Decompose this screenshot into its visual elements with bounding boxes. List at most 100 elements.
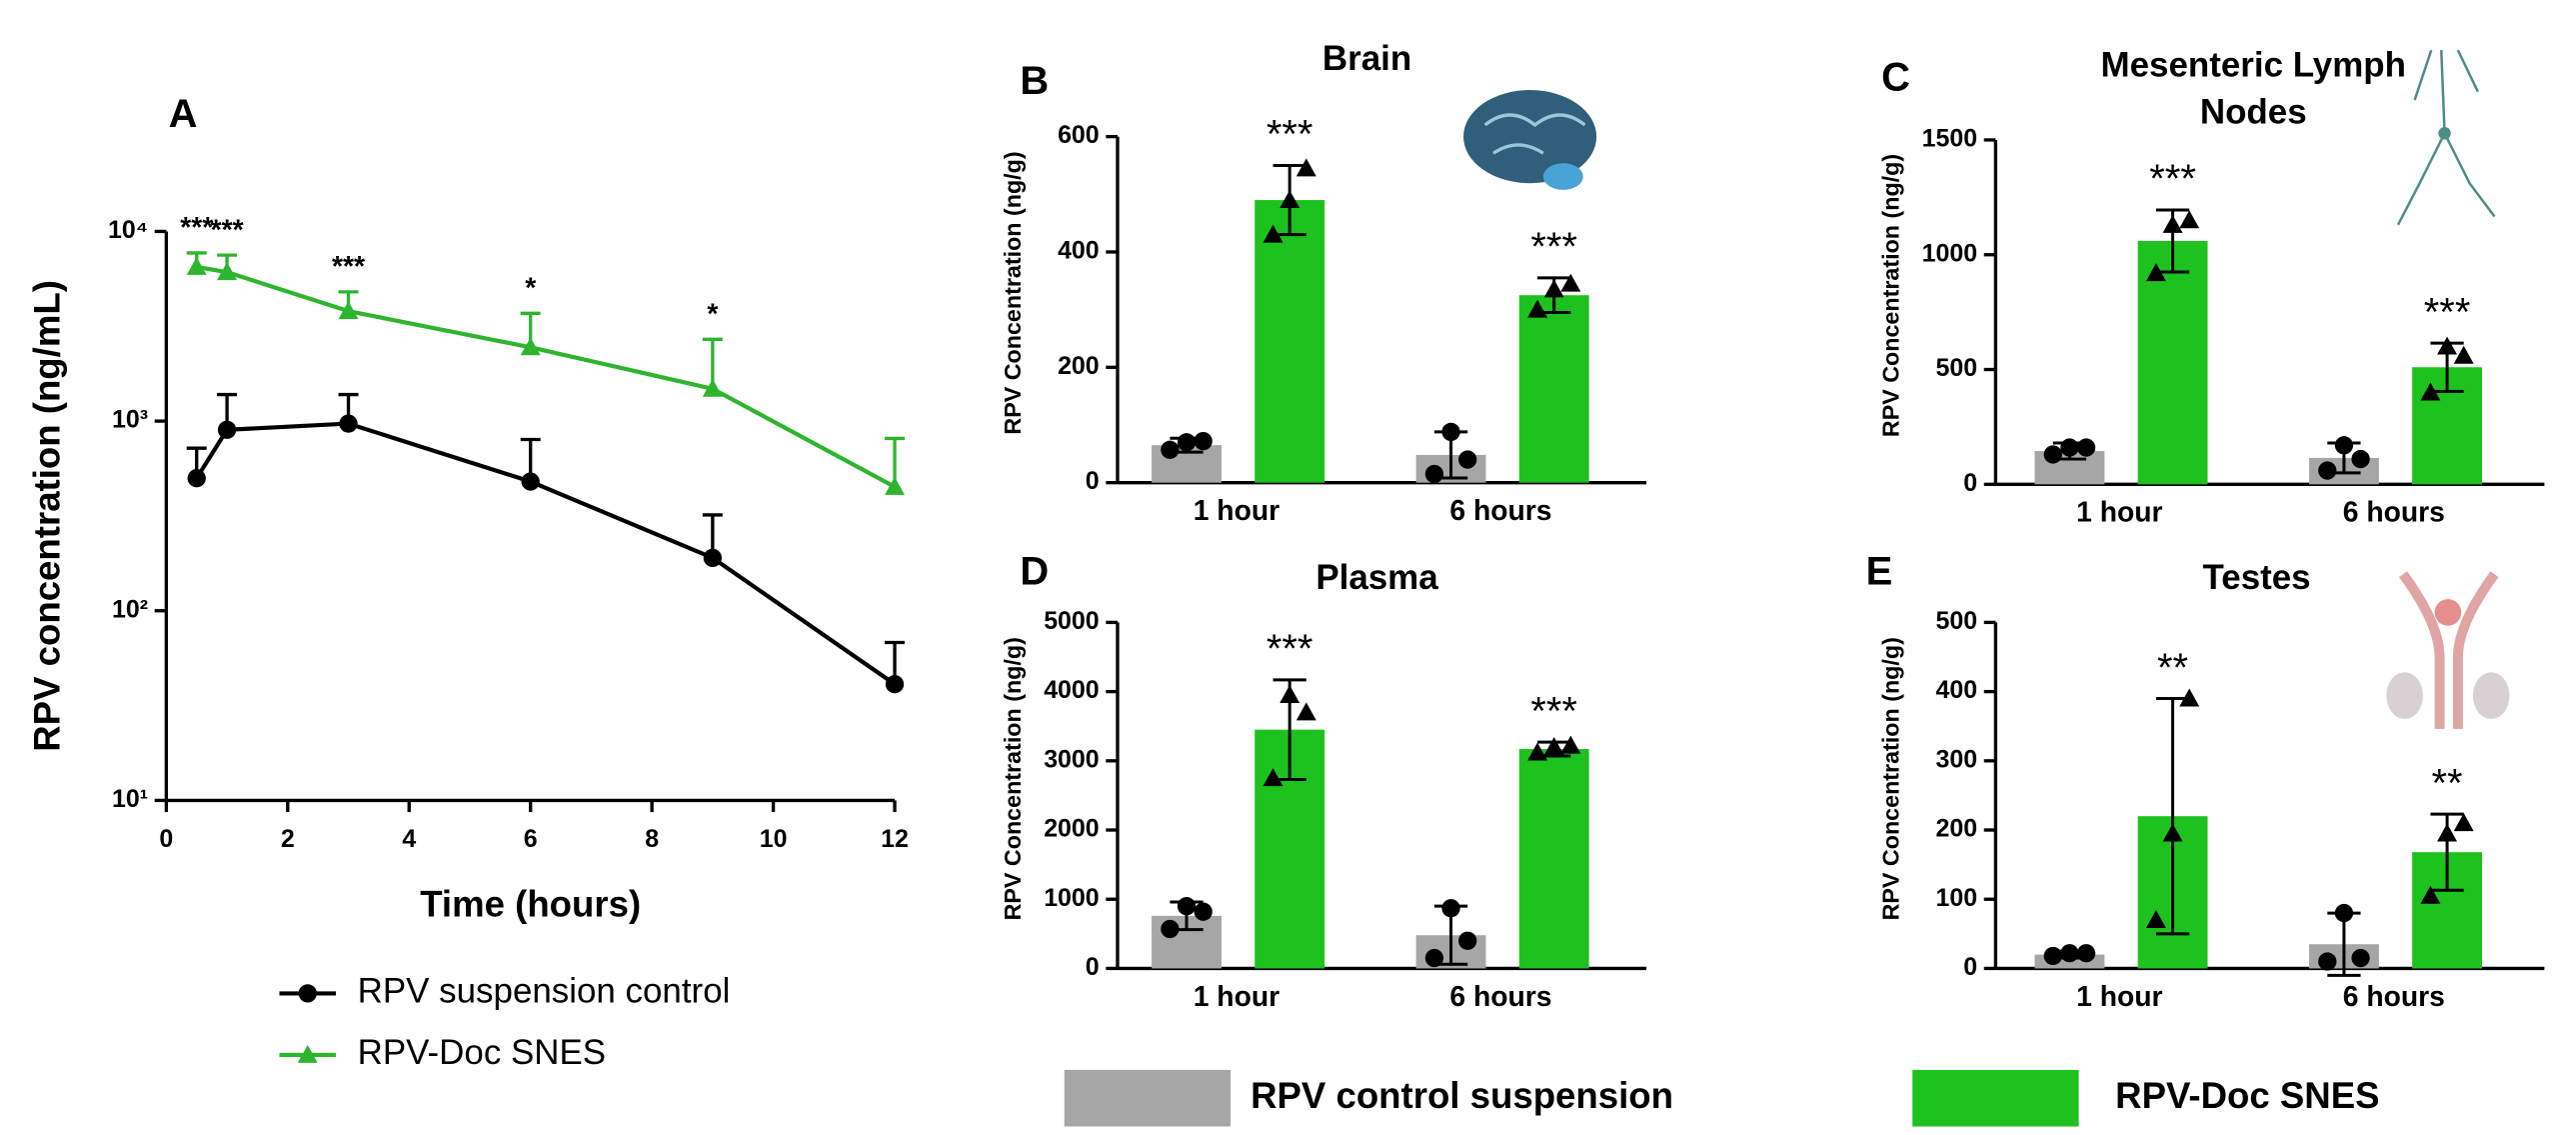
x-axis-label: Time (hours) [420, 884, 641, 925]
series-line [194, 421, 897, 686]
triangle-marker [1560, 735, 1581, 754]
significance: *** [1267, 627, 1313, 671]
bar [1518, 295, 1589, 483]
y-tick-label: 1000 [1044, 884, 1099, 912]
y-tick-label: 10² [112, 595, 148, 623]
bar [2137, 240, 2208, 485]
triangle-marker [1527, 742, 1548, 761]
triangle-marker [1280, 190, 1300, 209]
y-tick-label: 300 [1935, 745, 1977, 773]
triangle-marker [1543, 279, 1564, 298]
circle-marker [2351, 948, 2370, 968]
legend-swatch [1064, 1069, 1232, 1127]
y-axis-label: RPV Concentration (ng/g) [1877, 637, 1903, 920]
bar [1518, 749, 1589, 969]
triangle-marker [338, 301, 359, 320]
circle-marker [885, 675, 905, 694]
x-tick-label: 6 hours [1449, 980, 1551, 1012]
y-tick-label: 0 [1086, 953, 1100, 981]
triangle-marker [2437, 336, 2458, 355]
circle-marker [703, 548, 723, 568]
triangle-marker [1295, 702, 1316, 721]
y-axis-label: RPV Concentration (ng/g) [1000, 151, 1026, 434]
circle-marker [2076, 944, 2096, 963]
title-box: Plasma [1315, 559, 1437, 597]
x-tick-label: 1 hour [2076, 980, 2162, 1012]
significance: *** [2149, 157, 2196, 201]
circle-marker [217, 420, 237, 439]
circle-marker [1441, 422, 1460, 442]
bar [1255, 200, 1325, 483]
triangle-marker [2437, 823, 2458, 842]
x-tick-label: 6 hours [2343, 496, 2445, 528]
triangle-marker [2453, 345, 2474, 364]
triangle-marker [2145, 910, 2166, 928]
triangle-marker [2162, 823, 2183, 842]
significance: *** [180, 211, 213, 243]
legend-label: RPV suspension control [358, 972, 731, 1011]
circle-marker [1161, 440, 1180, 459]
circle-marker [298, 984, 317, 1003]
testes-icon [2386, 571, 2510, 729]
significance: *** [1530, 689, 1577, 733]
triangle-marker [2453, 813, 2474, 832]
circle-marker [2043, 445, 2062, 464]
triangle-marker [1560, 273, 1581, 292]
circle-marker [187, 469, 206, 488]
x-tick-label: 1 hour [1194, 494, 1280, 526]
y-tick-label: 100 [1935, 884, 1977, 912]
triangle-marker [1263, 768, 1284, 787]
circle-marker [2351, 449, 2370, 469]
x-tick-label: 0 [159, 825, 173, 853]
panel-label: A [169, 92, 198, 136]
significance: ** [2432, 761, 2463, 805]
circle-marker [2043, 946, 2062, 966]
lymph-icon [2396, 49, 2496, 226]
triangle-marker [2179, 210, 2200, 229]
y-tick-label: 4000 [1044, 676, 1099, 704]
significance: *** [332, 250, 365, 282]
triangle-marker [297, 1044, 318, 1063]
y-tick-label: 0 [1963, 953, 1977, 981]
y-tick-label: 1000 [1922, 239, 1977, 267]
y-axis-label: RPV Concentration (ng/g) [1877, 154, 1903, 437]
y-axis-label: RPV Concentration (ng/g) [1000, 637, 1026, 920]
triangle-marker [217, 262, 238, 281]
chart-title: Mesenteric Lymph Nodes [2100, 46, 2406, 132]
significance: * [707, 297, 718, 329]
x-tick-label: 10 [760, 825, 788, 853]
circle-marker [2060, 944, 2079, 963]
circle-marker [2318, 952, 2337, 971]
chart-title: Testes [2202, 559, 2311, 598]
x-tick-label: 2 [281, 825, 295, 853]
y-tick-label: 10¹ [112, 785, 148, 813]
x-tick-label: 8 [645, 825, 659, 853]
y-tick-label: 500 [1935, 354, 1977, 382]
y-tick-label: 400 [1935, 676, 1977, 704]
y-tick-label: 0 [1086, 467, 1100, 495]
brain-icon [1463, 90, 1597, 190]
significance: ** [2157, 646, 2188, 690]
x-tick-label: 1 hour [2076, 496, 2162, 528]
circle-marker [1194, 431, 1213, 451]
title-box: Testes [2202, 559, 2311, 598]
circle-marker [1194, 902, 1213, 921]
legend-label: RPV-Doc SNES [358, 1033, 606, 1072]
y-tick-label: 600 [1058, 121, 1100, 149]
y-tick-label: 400 [1058, 237, 1100, 265]
y-tick-label: 10⁴ [108, 216, 148, 244]
circle-marker [2318, 461, 2337, 480]
legend-swatch [1912, 1069, 2079, 1127]
triangle-marker [2145, 263, 2166, 282]
series-line [196, 264, 897, 489]
legend-label: RPV-Doc SNES [2115, 1075, 2379, 1116]
triangle-marker [520, 337, 541, 356]
triangle-marker [1295, 158, 1316, 177]
circle-marker [1161, 919, 1180, 939]
x-tick-label: 6 [524, 825, 538, 853]
triangle-marker [1543, 736, 1564, 755]
triangle-marker [1263, 224, 1284, 243]
y-tick-label: 1500 [1922, 125, 1977, 153]
chart-title: Brain [1321, 40, 1412, 79]
